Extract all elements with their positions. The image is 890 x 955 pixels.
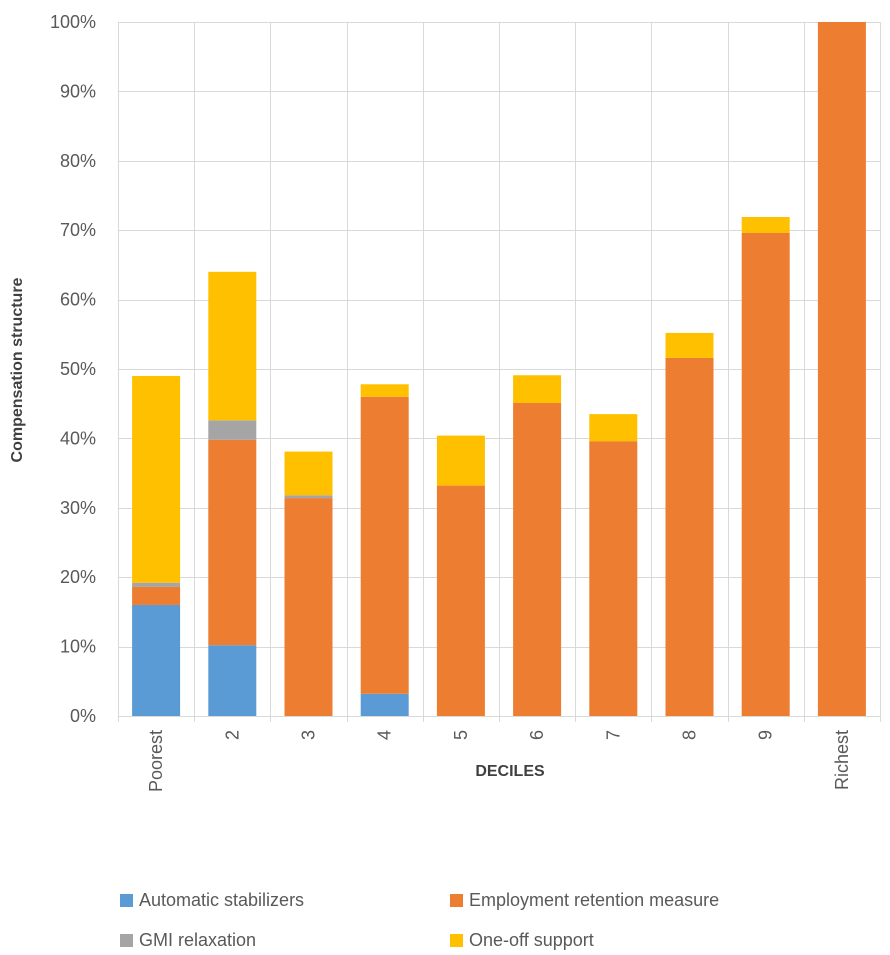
y-tick-label: 60% [60,290,96,310]
y-tick-label: 100% [50,12,96,32]
y-axis-title: Compensation structure [9,277,26,462]
x-tick-label: 5 [451,730,471,740]
bar-segment [132,582,181,587]
x-tick-label: 6 [527,730,547,740]
bar-segment [741,217,790,233]
legend: Automatic stabilizers Employment retentio… [120,884,860,954]
bar-segment [589,441,638,716]
legend-item: Automatic stabilizers [120,890,304,911]
y-axis-tick-labels: 0% 10% 20% 30% 40% 50% 60% 70% 80% 90% 100% [50,12,96,726]
x-axis-tick-labels: Poorest 2 3 4 5 6 7 8 9 Richest [146,730,852,792]
y-tick-label: 40% [60,428,96,448]
bar-segment [360,693,409,716]
bar-segment [132,375,181,583]
x-tick-label: 3 [299,730,319,740]
bar-segment [132,586,181,605]
x-tick-label: 2 [222,730,242,740]
bar-segment [741,232,790,716]
x-axis-title: DECILES [475,763,545,780]
y-tick-label: 30% [60,498,96,518]
y-tick-label: 10% [60,637,96,657]
y-tick-label: 70% [60,220,96,240]
bar-segment [817,22,866,716]
x-tick-label: Richest [832,730,852,790]
bar-segment [208,420,257,440]
x-tick-label: 9 [756,730,776,740]
y-tick-label: 0% [70,706,96,726]
y-tick-label: 50% [60,359,96,379]
bar-segment [284,495,333,499]
bar-segment [208,439,257,646]
bar-segment [208,645,257,716]
x-tick-label: 4 [375,730,395,740]
bar-segment [665,332,714,358]
y-tick-label: 20% [60,567,96,587]
bar-segment [284,498,333,716]
legend-label: GMI relaxation [139,930,257,950]
x-tick-label: 7 [603,730,623,740]
legend-label: Employment retention measure [469,890,720,910]
legend-swatch [120,934,133,947]
legend-swatch [450,894,463,907]
bar-segment [513,375,562,404]
bar-segment [589,414,638,442]
bar-segment [360,396,409,694]
bar-segment [665,357,714,716]
legend-swatch [120,894,133,907]
bar-segment [513,403,562,716]
legend-label: Automatic stabilizers [139,890,305,910]
bar-segment [132,604,181,716]
legend-item: One-off support [450,930,594,951]
legend-label: One-off support [469,930,594,950]
bar-segment [436,485,485,716]
bar-segment [360,384,409,397]
bar-segment [436,435,485,486]
legend-item: Employment retention measure [450,890,719,911]
y-tick-label: 90% [60,81,96,101]
y-tick-label: 80% [60,151,96,171]
legend-swatch [450,934,463,947]
bar-segment [208,271,257,421]
bar-segment [284,451,333,496]
x-tick-label: Poorest [146,730,166,792]
bars [132,22,866,716]
legend-item: GMI relaxation [120,930,256,951]
x-tick-label: 8 [680,730,700,740]
